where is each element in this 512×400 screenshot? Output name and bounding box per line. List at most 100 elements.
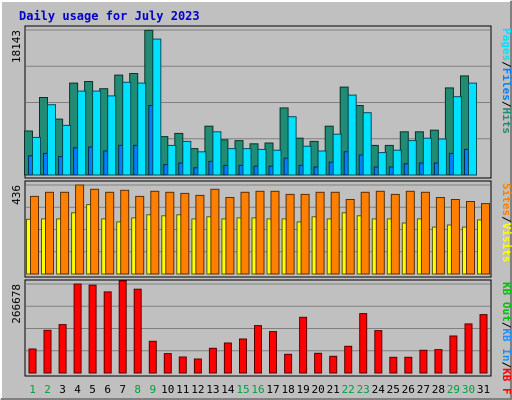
bar-kb-f-day-29 xyxy=(449,335,458,374)
x-tick-label-day-3: 3 xyxy=(59,383,66,396)
bar-sites-day-20 xyxy=(315,191,325,275)
x-tick-label-day-29: 29 xyxy=(447,383,460,396)
x-tick-label-day-14: 14 xyxy=(221,383,235,396)
bar-sites-day-4 xyxy=(75,184,85,275)
bar-pages-day-21 xyxy=(332,133,342,176)
x-axis-labels: 1 2 3 4 5 6 7 8 9 10 11 12 13 14 15 16 17 18 19 20 21 22 23 24 2… xyxy=(29,383,490,396)
bar-kb-f-day-27 xyxy=(419,349,428,374)
bar-kb-f-day-9 xyxy=(148,340,157,374)
bar-kb-f-day-28 xyxy=(434,349,443,374)
bar-pages-day-3 xyxy=(62,124,72,176)
x-tick-label-day-12: 12 xyxy=(191,383,204,396)
bar-pages-day-15 xyxy=(242,148,252,176)
legend-item-hits: Hits xyxy=(500,108,512,135)
x-tick-label-day-13: 13 xyxy=(206,383,219,396)
bar-pages-day-18 xyxy=(287,116,297,176)
x-tick-label-day-6: 6 xyxy=(104,383,111,396)
bar-sites-day-31 xyxy=(481,203,490,275)
x-tick-label-day-22: 22 xyxy=(342,383,355,396)
x-tick-label-day-9: 9 xyxy=(149,383,156,396)
x-tick-label-day-18: 18 xyxy=(281,383,294,396)
panel-middle: 436 Sites/Visits xyxy=(10,180,512,278)
legend-item-pages: Pages xyxy=(500,28,512,61)
bar-pages-day-1 xyxy=(32,136,41,176)
legend-separator: / xyxy=(500,362,512,369)
legend-item-files: Files xyxy=(500,68,512,101)
bar-sites-day-9 xyxy=(150,190,160,275)
bar-pages-day-23 xyxy=(362,112,372,176)
bar-sites-day-19 xyxy=(300,193,310,275)
bar-pages-day-28 xyxy=(437,138,447,176)
bar-pages-day-27 xyxy=(422,137,432,176)
bar-kb-f-day-3 xyxy=(58,324,67,374)
bar-kb-f-day-26 xyxy=(404,356,413,374)
bar-kb-f-day-6 xyxy=(103,291,112,374)
bar-kb-f-day-13 xyxy=(208,347,217,374)
bar-pages-day-29 xyxy=(452,96,462,176)
chart-title: Daily usage for July 2023 xyxy=(19,9,200,23)
bar-pages-day-20 xyxy=(317,150,327,176)
bar-pages-day-30 xyxy=(468,82,477,176)
bar-pages-day-8 xyxy=(137,82,147,176)
bar-sites-day-18 xyxy=(285,193,295,275)
panel-max-label: 266678 xyxy=(10,284,23,324)
bar-pages-day-12 xyxy=(197,151,207,176)
bar-kb-f-day-15 xyxy=(239,338,247,374)
bar-pages-day-16 xyxy=(257,148,267,176)
x-tick-label-day-31: 31 xyxy=(477,383,490,396)
bar-pages-day-7 xyxy=(122,81,132,176)
x-tick-label-day-21: 21 xyxy=(327,383,340,396)
bar-kb-f-day-14 xyxy=(223,342,232,374)
bar-sites-day-6 xyxy=(105,191,115,275)
x-tick-label-day-17: 17 xyxy=(266,383,279,396)
bar-pages-day-13 xyxy=(212,131,222,176)
bar-pages-day-19 xyxy=(302,145,312,176)
legend-item-kb-in: KB In xyxy=(500,328,512,361)
panel-max-label: 436 xyxy=(10,185,23,205)
bar-sites-day-21 xyxy=(330,191,340,275)
bar-sites-day-5 xyxy=(90,188,100,275)
bar-sites-day-30 xyxy=(466,201,475,275)
bar-pages-day-22 xyxy=(347,94,357,176)
panel-bottom: 266678 KB Out/KB In/KB F xyxy=(10,279,512,395)
panel-max-label: 18143 xyxy=(10,30,23,63)
bar-pages-day-26 xyxy=(407,140,417,176)
bar-kb-f-day-21 xyxy=(329,355,338,374)
bar-pages-day-17 xyxy=(272,149,282,176)
bar-kb-f-day-8 xyxy=(133,288,142,374)
bar-sites-day-27 xyxy=(420,191,430,275)
bar-pages-day-2 xyxy=(47,104,56,176)
bar-sites-day-15 xyxy=(240,191,250,275)
bar-pages-day-10 xyxy=(167,144,177,176)
bar-kb-f-day-12 xyxy=(193,358,202,374)
legend-separator: / xyxy=(500,101,512,108)
x-tick-label-day-20: 20 xyxy=(311,383,324,396)
bar-kb-f-day-17 xyxy=(269,331,277,374)
x-tick-label-day-23: 23 xyxy=(357,383,370,396)
x-tick-label-day-2: 2 xyxy=(44,383,51,396)
x-tick-label-day-4: 4 xyxy=(74,383,81,396)
legend-item-sites: Sites xyxy=(500,183,512,216)
bar-kb-f-day-24 xyxy=(374,330,383,374)
legend-item-visits: Visits xyxy=(500,223,512,263)
bar-sites-day-22 xyxy=(345,199,355,275)
x-tick-label-day-11: 11 xyxy=(176,383,189,396)
x-tick-label-day-27: 27 xyxy=(417,383,430,396)
bar-pages-day-14 xyxy=(227,148,237,176)
bar-pages-day-5 xyxy=(92,90,102,176)
bar-sites-day-1 xyxy=(30,195,39,275)
bar-pages-day-24 xyxy=(377,152,387,176)
bar-sites-day-12 xyxy=(195,194,205,275)
x-tick-label-day-24: 24 xyxy=(372,383,386,396)
panel-legend: Pages/Files/Hits xyxy=(500,28,512,134)
bar-sites-day-11 xyxy=(180,192,190,275)
legend-separator: / xyxy=(500,61,512,68)
bar-sites-day-2 xyxy=(45,191,54,275)
bar-kb-f-day-20 xyxy=(314,352,323,374)
bar-sites-day-7 xyxy=(120,189,130,275)
bar-sites-day-8 xyxy=(135,195,145,275)
panel-top: 18143 Pages/Files/Hits xyxy=(10,25,512,179)
bar-pages-day-11 xyxy=(182,140,192,176)
